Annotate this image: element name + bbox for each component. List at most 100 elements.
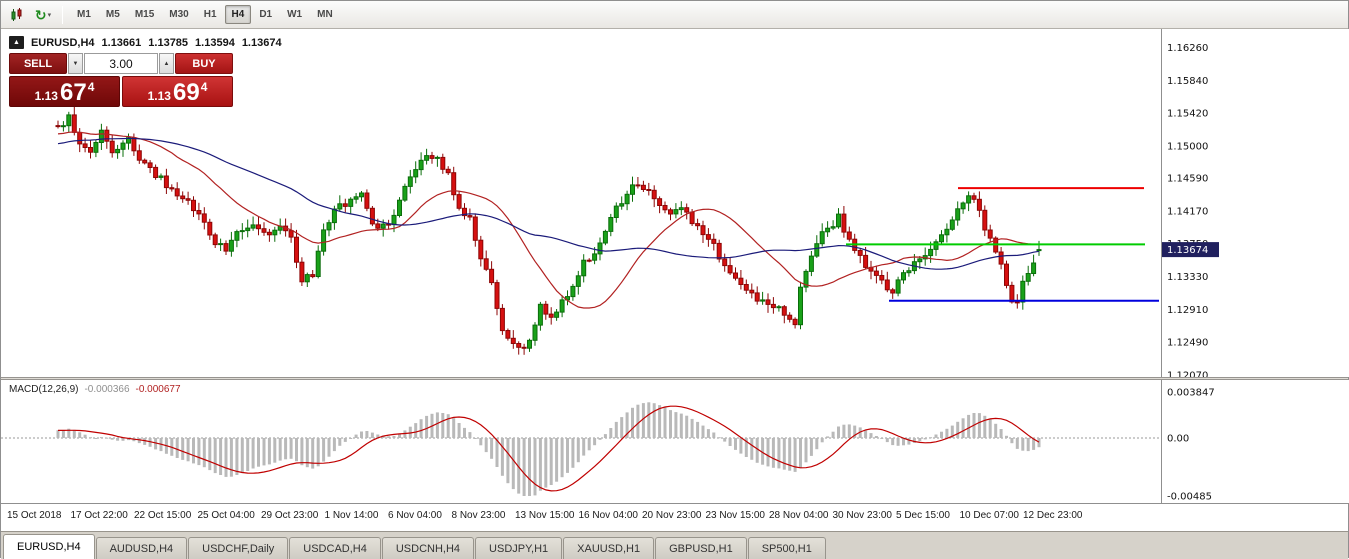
bid-price-prefix: 1.13 xyxy=(34,89,58,103)
chart-tab-gbpusd-h1[interactable]: GBPUSD,H1 xyxy=(655,537,747,559)
refresh-icon: ↻ xyxy=(34,6,47,23)
svg-text:1.15840: 1.15840 xyxy=(1167,76,1208,87)
time-axis-label: 1 Nov 14:00 xyxy=(324,510,379,521)
bid-price-pips: 67 xyxy=(59,78,87,106)
timeframe-buttons: M1 M5 M15 M30 H1 H4 D1 W1 MN xyxy=(70,5,340,24)
bid-price-point: 4 xyxy=(87,80,95,94)
time-axis-label: 29 Oct 23:00 xyxy=(261,510,319,521)
ask-price-prefix: 1.13 xyxy=(147,89,171,103)
time-axis-label: 5 Dec 15:00 xyxy=(896,510,950,521)
dropdown-caret-icon: ▾ xyxy=(47,11,52,19)
macd-signal-value: -0.000677 xyxy=(135,384,181,395)
macd-value: -0.000366 xyxy=(84,384,130,395)
timeframe-button-m1[interactable]: M1 xyxy=(77,9,91,20)
pane-splitter[interactable] xyxy=(1,377,1348,380)
macd-canvas: 0.003847 0.00 -0.00485 xyxy=(1,380,1215,503)
timeframe-button-d1[interactable]: D1 xyxy=(259,9,273,20)
svg-text:1.16260: 1.16260 xyxy=(1167,43,1208,54)
time-axis-label: 30 Nov 23:00 xyxy=(832,510,893,521)
svg-text:1.13330: 1.13330 xyxy=(1167,272,1208,283)
ask-price-pips: 69 xyxy=(172,78,200,106)
svg-text:0.003847: 0.003847 xyxy=(1167,388,1215,399)
timeframe-button-h1[interactable]: H1 xyxy=(203,9,217,20)
time-axis[interactable]: 15 Oct 2018 17 Oct 22:00 22 Oct 15:00 25 Oc… xyxy=(1,503,1348,531)
price-axis[interactable]: 1.16260 1.15840 1.15420 1.15000 1.14590 1.141… xyxy=(1167,43,1208,377)
chart-tabs-bar: EURUSD,H4 AUDUSD,H4 USDCHF,Daily USDCAD,H4 U… xyxy=(1,531,1348,559)
price-chart-canvas[interactable]: 1.16260 1.15840 1.15420 1.15000 1.14590 1.141… xyxy=(1,29,1349,377)
svg-text:1.12910: 1.12910 xyxy=(1167,305,1208,316)
volume-increase-button[interactable]: ▲ xyxy=(159,53,174,74)
time-axis-label: 15 Oct 2018 xyxy=(7,510,62,521)
time-axis-label: 25 Oct 04:00 xyxy=(197,510,255,521)
sell-button[interactable]: SELL xyxy=(9,53,67,74)
svg-text:1.12490: 1.12490 xyxy=(1167,338,1208,349)
symbol-period-label: EURUSD,H4 xyxy=(30,36,95,49)
one-click-collapse-button[interactable]: ▲ xyxy=(9,36,24,49)
time-axis-label: 23 Nov 15:00 xyxy=(705,510,766,521)
volume-input[interactable] xyxy=(84,53,158,74)
macd-header: MACD(12,26,9) -0.000366 -0.000677 xyxy=(9,384,181,395)
time-axis-label: 10 Dec 07:00 xyxy=(959,510,1020,521)
time-axis-label: 13 Nov 15:00 xyxy=(515,510,575,521)
ohlc-high-value: 1.13785 xyxy=(148,36,189,49)
svg-text:1.15420: 1.15420 xyxy=(1167,109,1208,120)
timeframe-button-h4[interactable]: H4 xyxy=(224,5,252,24)
top-toolbar: ↻ ▾ M1 M5 M15 M30 H1 H4 D1 W1 MN xyxy=(1,1,1348,29)
svg-text:1.13674: 1.13674 xyxy=(1167,245,1208,256)
ohlc-low-value: 1.13594 xyxy=(195,36,235,49)
chart-tab-usdcnh-h4[interactable]: USDCNH,H4 xyxy=(381,537,475,559)
svg-text:1.14590: 1.14590 xyxy=(1167,174,1208,185)
chart-tab-usdchf-daily[interactable]: USDCHF,Daily xyxy=(188,537,289,559)
time-axis-label: 6 Nov 04:00 xyxy=(388,510,442,521)
svg-text:-0.00485: -0.00485 xyxy=(1167,491,1212,502)
chart-tab-audusd-h4[interactable]: AUDUSD,H4 xyxy=(95,537,188,559)
chart-tab-usdcad-h4[interactable]: USDCAD,H4 xyxy=(289,537,381,559)
time-axis-label: 22 Oct 15:00 xyxy=(134,510,192,521)
time-axis-label: 28 Nov 04:00 xyxy=(769,510,829,521)
candlesticks xyxy=(55,106,1042,355)
buy-button[interactable]: BUY xyxy=(175,53,233,74)
time-axis-label: 17 Oct 22:00 xyxy=(70,510,128,521)
timeframe-button-m5[interactable]: M5 xyxy=(105,9,120,20)
sell-price-button[interactable]: 1.13 67 4 xyxy=(9,76,120,107)
trade-prices-row: 1.13 67 4 1.13 69 4 xyxy=(9,76,233,107)
timeframe-button-mn[interactable]: MN xyxy=(317,9,333,20)
ma-fast-line[interactable] xyxy=(57,131,1039,309)
ohlc-close-value: 1.13674 xyxy=(241,36,282,49)
auto-refresh-button[interactable]: ↻ ▾ xyxy=(31,4,55,26)
candlestick-chart-icon[interactable] xyxy=(6,4,30,26)
macd-axis[interactable]: 0.003847 0.00 -0.00485 xyxy=(1167,388,1215,503)
time-axis-label: 8 Nov 23:00 xyxy=(451,510,506,521)
macd-signal-line xyxy=(58,405,1040,492)
timeframe-button-m15[interactable]: M15 xyxy=(134,9,155,20)
svg-text:1.12070: 1.12070 xyxy=(1167,371,1208,378)
macd-indicator-pane[interactable]: 0.003847 0.00 -0.00485 MACD(12,26,9) -0.00… xyxy=(1,380,1349,503)
svg-text:1.14170: 1.14170 xyxy=(1167,206,1208,217)
svg-text:1.15000: 1.15000 xyxy=(1167,141,1208,152)
time-axis-label: 12 Dec 23:00 xyxy=(1023,510,1083,521)
trade-controls-row: SELL ▼ ▲ BUY xyxy=(9,53,233,74)
buy-price-button[interactable]: 1.13 69 4 xyxy=(122,76,233,107)
macd-label: MACD(12,26,9) xyxy=(9,384,79,395)
price-chart-pane[interactable]: 1.16260 1.15840 1.15420 1.15000 1.14590 1.141… xyxy=(1,29,1349,377)
volume-decrease-button[interactable]: ▼ xyxy=(68,53,83,74)
time-axis-label: 20 Nov 23:00 xyxy=(642,510,702,521)
timeframe-button-w1[interactable]: W1 xyxy=(287,9,303,20)
time-axis-label: 16 Nov 04:00 xyxy=(578,510,639,521)
chart-tab-eurusd-h4[interactable]: EURUSD,H4 xyxy=(3,534,95,559)
ohlc-open-value: 1.13661 xyxy=(101,36,142,49)
chart-tab-sp500-h1[interactable]: SP500,H1 xyxy=(747,537,826,559)
chart-tab-usdjpy-h1[interactable]: USDJPY,H1 xyxy=(475,537,563,559)
svg-text:0.00: 0.00 xyxy=(1167,434,1189,445)
timeframe-button-m30[interactable]: M30 xyxy=(169,9,189,20)
ask-price-point: 4 xyxy=(200,80,208,94)
ma-slow-line[interactable] xyxy=(57,137,1040,270)
macd-histogram xyxy=(56,402,1041,496)
chart-tab-xauusd-h1[interactable]: XAUUSD,H1 xyxy=(563,537,655,559)
chart-ohlc-header: ▲ EURUSD,H4 1.13661 1.13785 1.13594 1.13… xyxy=(9,36,282,49)
current-price-badge: 1.13674 xyxy=(1162,242,1219,258)
candlestick-chart-glyph xyxy=(11,7,22,21)
toolbar-separator xyxy=(62,5,63,24)
